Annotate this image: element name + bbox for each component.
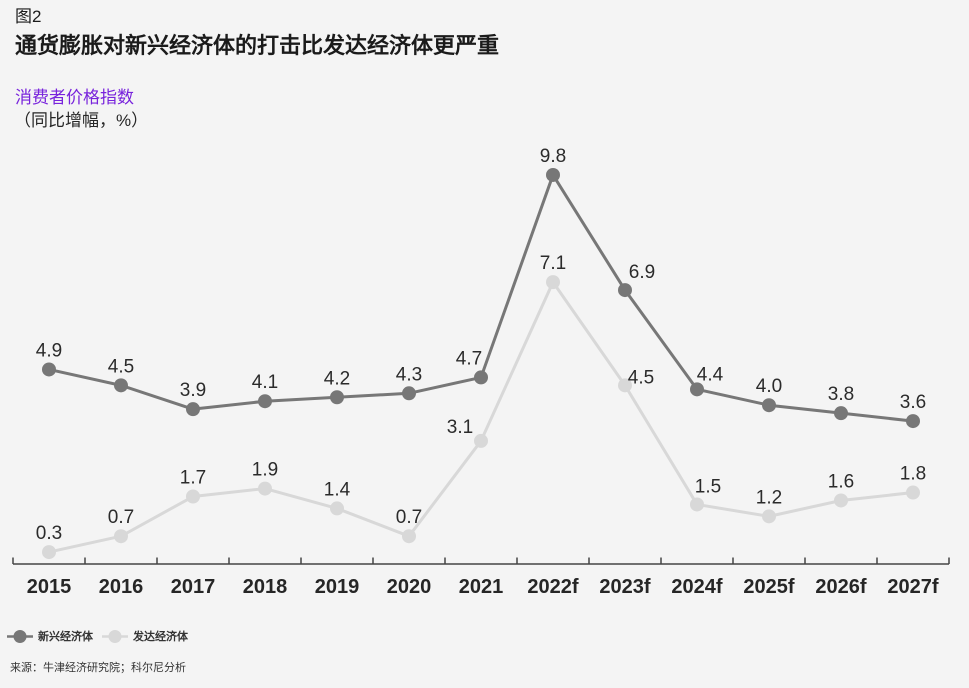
source-note: 来源：牛津经济研究院；科尔尼分析	[10, 662, 186, 674]
x-axis-label: 2027f	[887, 576, 938, 598]
x-axis-label: 2017	[171, 576, 216, 598]
data-point-emerging	[906, 414, 920, 429]
data-label-emerging: 4.9	[36, 340, 62, 361]
data-point-emerging	[114, 378, 128, 393]
figure-title: 通货膨胀对新兴经济体的打击比发达经济体更严重	[15, 33, 500, 58]
data-point-emerging	[474, 370, 488, 385]
data-label-emerging: 9.8	[540, 146, 566, 167]
data-label-emerging: 4.2	[324, 368, 350, 389]
x-axis-label: 2021	[459, 576, 504, 598]
data-point-developed	[762, 509, 776, 524]
x-axis-label: 2020	[387, 576, 432, 598]
data-label-developed: 1.6	[828, 471, 854, 492]
data-point-emerging	[258, 394, 272, 409]
data-label-emerging: 4.0	[756, 376, 782, 397]
data-point-developed	[690, 497, 704, 512]
series-line-developed	[48, 280, 914, 554]
data-label-developed: 0.7	[108, 507, 134, 528]
data-label-developed: 1.4	[324, 479, 351, 500]
data-label-emerging: 4.3	[396, 364, 422, 385]
data-point-emerging	[42, 362, 56, 377]
data-label-emerging: 4.7	[456, 348, 482, 369]
data-point-emerging	[402, 386, 416, 401]
legend-marker-emerging-icon	[7, 629, 33, 643]
data-point-emerging	[186, 402, 200, 417]
data-point-developed	[474, 433, 488, 448]
legend-marker-developed-icon	[102, 629, 128, 643]
legend-item-emerging: 新兴经济体	[7, 628, 93, 644]
x-axis-label: 2024f	[671, 576, 722, 598]
data-label-emerging: 4.1	[252, 372, 278, 393]
data-label-emerging: 4.5	[108, 356, 134, 377]
data-label-emerging: 3.8	[828, 384, 854, 405]
x-axis-label: 2016	[99, 576, 144, 598]
data-point-developed	[402, 529, 416, 544]
chart-subtitle: 消费者价格指数	[15, 88, 134, 107]
data-point-developed	[618, 378, 632, 393]
data-label-developed: 0.3	[36, 523, 62, 544]
legend-label-developed: 发达经济体	[133, 631, 188, 643]
x-axis-label: 2022f	[527, 576, 578, 598]
data-point-developed	[834, 493, 848, 508]
x-axis-label: 2026f	[815, 576, 866, 598]
figure-number: 图2	[15, 7, 42, 26]
chart-unit-label: （同比增幅，%）	[14, 111, 149, 130]
x-axis-label: 2025f	[743, 576, 794, 598]
data-point-developed	[114, 529, 128, 544]
data-point-emerging	[618, 283, 632, 298]
data-point-emerging	[834, 406, 848, 421]
data-point-developed	[42, 545, 56, 560]
x-axis-label: 2023f	[599, 576, 650, 598]
data-point-developed	[906, 485, 920, 500]
chart-legend: 新兴经济体 发达经济体	[7, 628, 188, 644]
legend-item-developed: 发达经济体	[102, 628, 188, 644]
data-point-emerging	[690, 382, 704, 397]
data-point-emerging	[330, 390, 344, 405]
data-label-developed: 3.1	[447, 417, 473, 438]
x-axis-label: 2018	[243, 576, 288, 598]
data-label-developed: 1.9	[252, 460, 278, 481]
data-label-emerging: 4.4	[697, 364, 724, 385]
data-point-emerging	[762, 398, 776, 413]
data-label-developed: 4.5	[628, 367, 654, 388]
data-point-developed	[258, 481, 272, 496]
x-axis-label: 2019	[315, 576, 360, 598]
data-point-developed	[546, 275, 560, 290]
data-label-emerging: 3.9	[180, 380, 206, 401]
data-point-developed	[330, 501, 344, 516]
legend-label-emerging: 新兴经济体	[38, 631, 93, 643]
x-axis-label: 2015	[27, 576, 72, 598]
data-label-developed: 1.7	[180, 468, 206, 489]
data-label-emerging: 6.9	[629, 262, 655, 283]
data-label-developed: 0.7	[396, 507, 422, 528]
data-label-developed: 1.8	[900, 464, 926, 485]
data-label-developed: 7.1	[540, 253, 566, 274]
data-point-emerging	[546, 167, 560, 182]
data-point-developed	[186, 489, 200, 504]
data-label-developed: 1.5	[695, 476, 721, 497]
data-label-developed: 1.2	[756, 487, 782, 508]
data-label-emerging: 3.6	[900, 392, 926, 413]
